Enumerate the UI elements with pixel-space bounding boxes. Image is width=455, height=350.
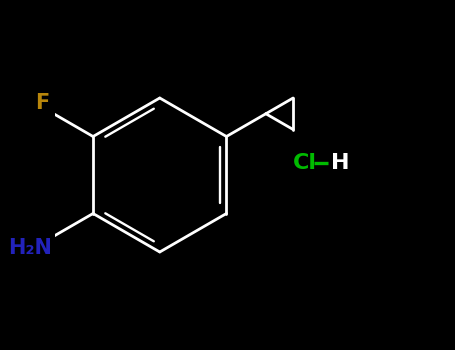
Text: H: H: [330, 153, 349, 173]
Text: Cl: Cl: [293, 153, 317, 173]
Text: F: F: [35, 93, 50, 113]
Text: H₂N: H₂N: [8, 238, 52, 258]
